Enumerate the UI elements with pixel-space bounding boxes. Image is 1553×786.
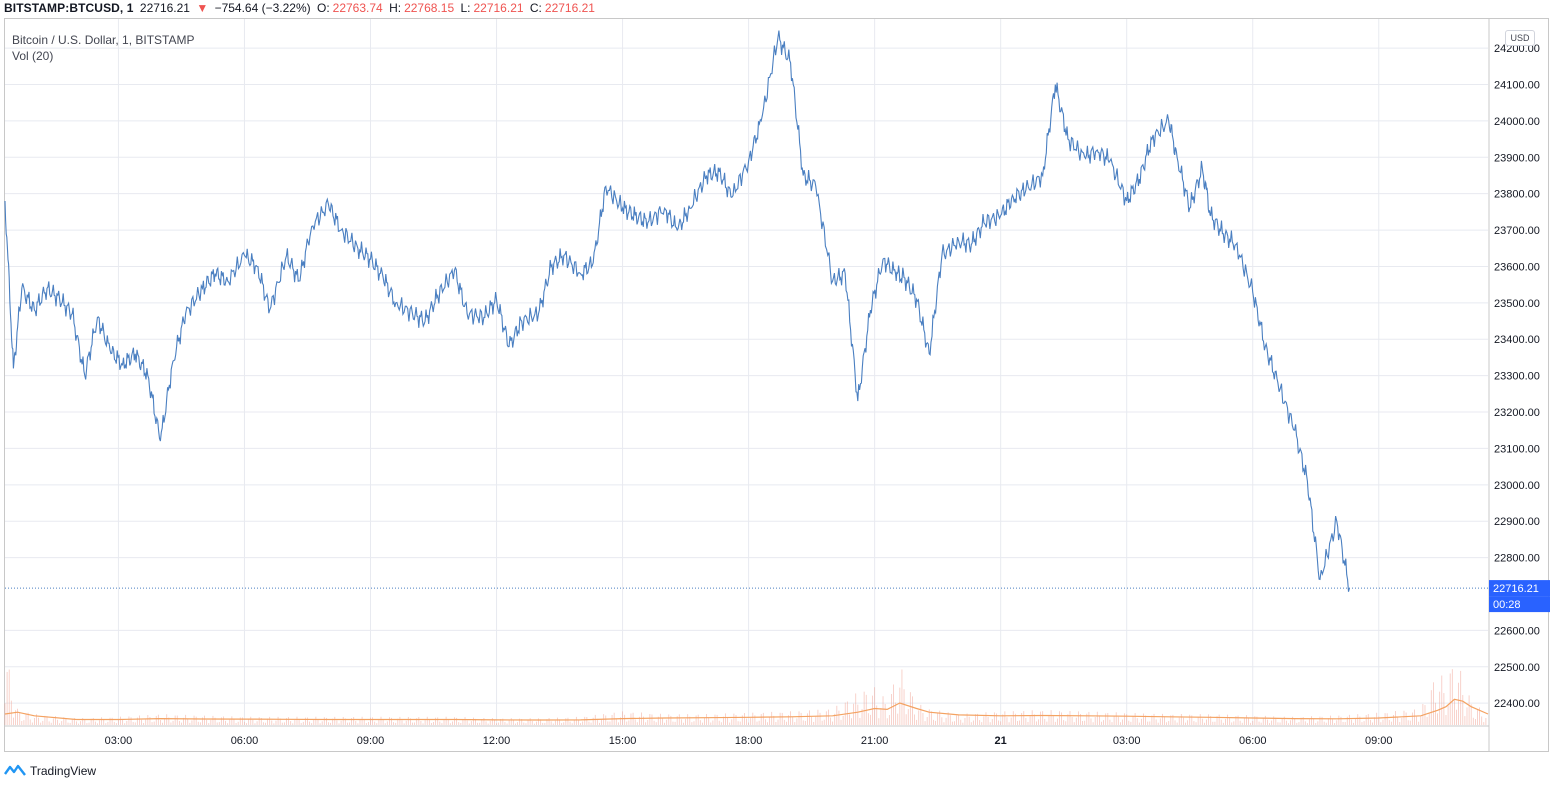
close-label: C:: [529, 1, 542, 15]
brand[interactable]: TradingView: [4, 761, 96, 781]
volume-ma-line: [4, 698, 1489, 721]
last-price-tag-value: 22716.21: [1493, 583, 1539, 595]
down-arrow-icon: ▼: [196, 1, 209, 15]
y-tick-label: 24000.00: [1494, 116, 1540, 128]
high-label: H:: [389, 1, 402, 15]
legend-indicator[interactable]: Vol (20): [12, 49, 54, 63]
y-tick-label: 23000.00: [1494, 480, 1540, 492]
y-tick-label: 23400.00: [1494, 334, 1540, 346]
price-series-line: [4, 30, 1350, 592]
y-tick-label: 23600.00: [1494, 261, 1540, 273]
last-price: 22716.21: [139, 1, 190, 15]
symbol-header: BITSTAMP:BTCUSD, 1 22716.21 ▼ −754.64 (−…: [4, 0, 598, 16]
last-price-tag: [1489, 580, 1550, 597]
x-tick-label: 12:00: [483, 735, 511, 747]
x-tick-label: 06:00: [231, 735, 259, 747]
low-label: L:: [460, 1, 471, 15]
y-tick-label: 22500.00: [1494, 662, 1540, 674]
y-tick-label: 22800.00: [1494, 553, 1540, 565]
y-tick-label: 24200.00: [1494, 43, 1540, 55]
y-tick-label: 23100.00: [1494, 443, 1540, 455]
chart-frame[interactable]: [4, 18, 1549, 752]
y-tick-label: 22900.00: [1494, 516, 1540, 528]
brand-name: TradingView: [30, 764, 97, 778]
y-tick-label: 23900.00: [1494, 152, 1540, 164]
low-value: 22716.21: [473, 1, 524, 15]
y-tick-label: 22600.00: [1494, 625, 1540, 637]
chart-legend: Bitcoin / U.S. Dollar, 1, BITSTAMP Vol (…: [12, 32, 195, 64]
x-tick-label: 06:00: [1239, 735, 1267, 747]
x-tick-label: 15:00: [609, 735, 637, 747]
y-tick-label: 23200.00: [1494, 407, 1540, 419]
x-tick-label: 21:00: [861, 735, 889, 747]
x-tick-label: 03:00: [1113, 735, 1141, 747]
x-tick-label: 03:00: [105, 735, 133, 747]
x-tick-label: 21: [995, 735, 1007, 747]
countdown-tag: [1489, 596, 1550, 613]
open-label: O:: [316, 1, 330, 15]
y-tick-label: 23800.00: [1494, 189, 1540, 201]
countdown-tag-value: 00:28: [1493, 599, 1521, 611]
high-value: 22768.15: [404, 1, 455, 15]
x-tick-label: 09:00: [357, 735, 385, 747]
tradingview-logo-icon: [4, 764, 26, 776]
close-value: 22716.21: [544, 1, 595, 15]
symbol-name[interactable]: BITSTAMP:BTCUSD, 1: [4, 1, 134, 15]
y-tick-label: 23700.00: [1494, 225, 1540, 237]
y-tick-label: 24100.00: [1494, 80, 1540, 92]
x-tick-label: 18:00: [735, 735, 763, 747]
price-change: −754.64 (−3.22%): [214, 1, 311, 15]
x-tick-label: 09:00: [1365, 735, 1393, 747]
currency-button[interactable]: USD: [1505, 30, 1535, 46]
y-tick-label: 23300.00: [1494, 371, 1540, 383]
y-tick-label: 23500.00: [1494, 298, 1540, 310]
y-tick-label: 22400.00: [1494, 698, 1540, 710]
open-value: 22763.74: [332, 1, 383, 15]
legend-title[interactable]: Bitcoin / U.S. Dollar, 1, BITSTAMP: [12, 33, 195, 47]
